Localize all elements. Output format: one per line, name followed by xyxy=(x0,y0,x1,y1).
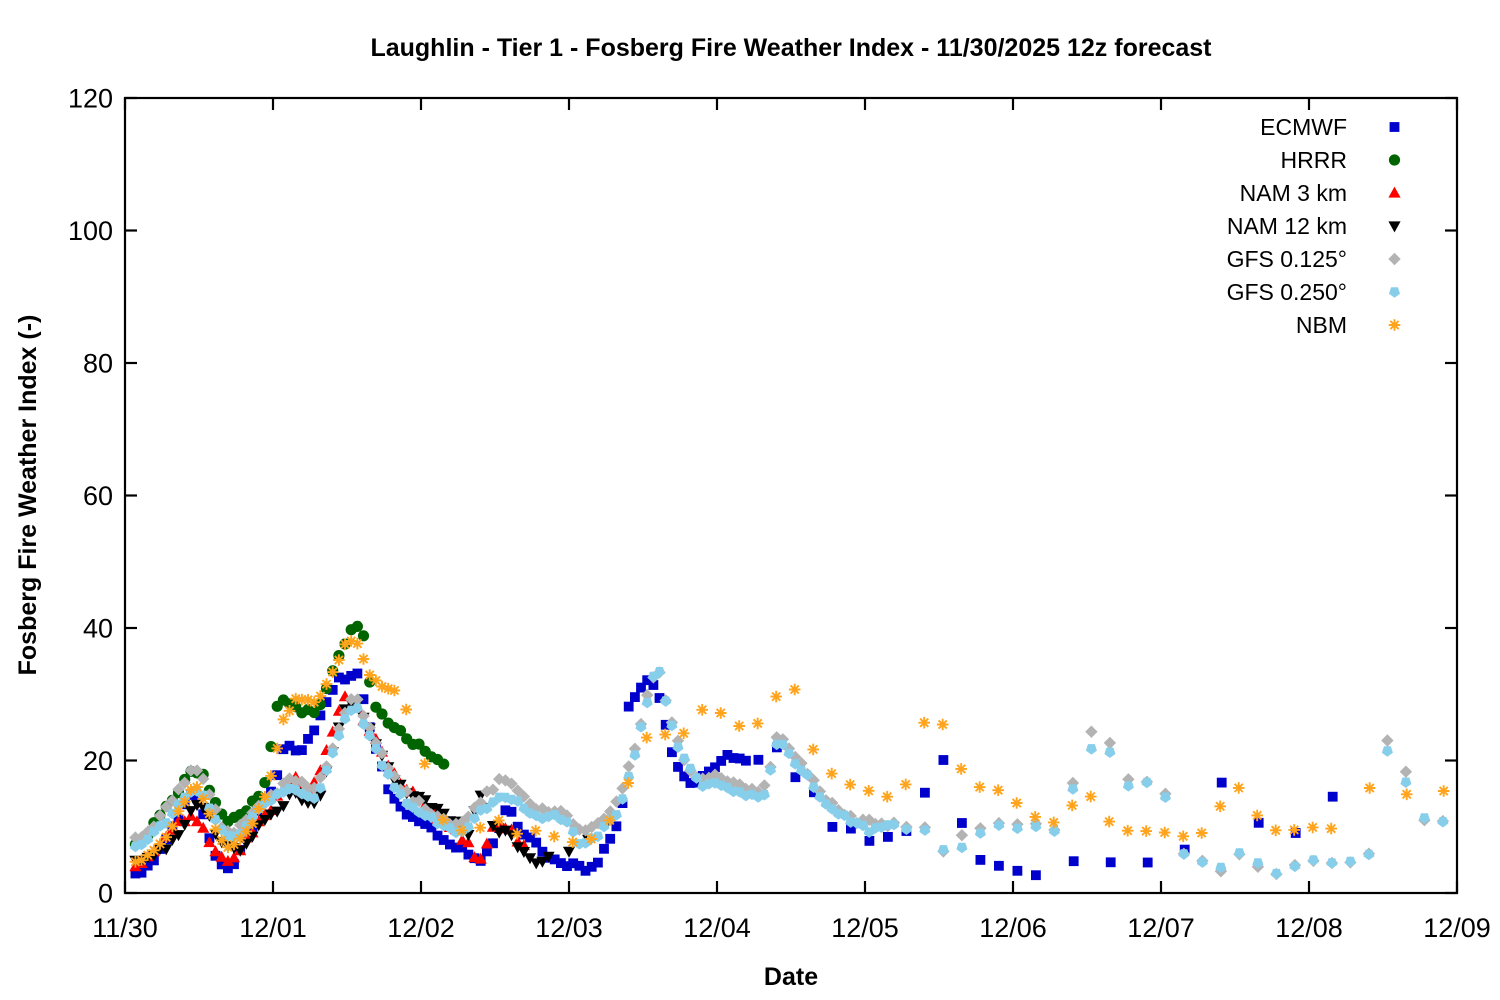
svg-text:Fosberg Fire Weather Index (-): Fosberg Fire Weather Index (-) xyxy=(14,315,42,676)
svg-text:11/30: 11/30 xyxy=(92,913,158,943)
svg-text:40: 40 xyxy=(83,614,113,644)
svg-text:0: 0 xyxy=(98,879,113,909)
svg-text:12/08: 12/08 xyxy=(1275,913,1343,943)
svg-text:ECMWF: ECMWF xyxy=(1260,114,1347,140)
svg-text:Date: Date xyxy=(764,963,818,991)
svg-text:120: 120 xyxy=(68,84,113,114)
svg-text:12/01: 12/01 xyxy=(239,913,307,943)
svg-text:HRRR: HRRR xyxy=(1281,147,1347,173)
svg-text:12/07: 12/07 xyxy=(1127,913,1195,943)
svg-text:GFS 0.125°: GFS 0.125° xyxy=(1227,246,1347,272)
svg-text:NAM 3 km: NAM 3 km xyxy=(1240,180,1347,206)
svg-text:NBM: NBM xyxy=(1296,312,1347,338)
svg-text:80: 80 xyxy=(83,349,113,379)
svg-text:GFS 0.250°: GFS 0.250° xyxy=(1227,279,1347,305)
svg-text:100: 100 xyxy=(68,216,113,246)
svg-text:12/09: 12/09 xyxy=(1423,913,1491,943)
svg-text:12/04: 12/04 xyxy=(683,913,751,943)
svg-text:12/03: 12/03 xyxy=(535,913,603,943)
svg-text:20: 20 xyxy=(83,746,113,776)
svg-text:12/05: 12/05 xyxy=(831,913,899,943)
svg-text:60: 60 xyxy=(83,481,113,511)
svg-text:NAM 12 km: NAM 12 km xyxy=(1227,213,1347,239)
svg-text:Laughlin - Tier 1 - Fosberg Fi: Laughlin - Tier 1 - Fosberg Fire Weather… xyxy=(370,34,1212,62)
svg-text:12/06: 12/06 xyxy=(979,913,1047,943)
svg-text:12/02: 12/02 xyxy=(387,913,455,943)
